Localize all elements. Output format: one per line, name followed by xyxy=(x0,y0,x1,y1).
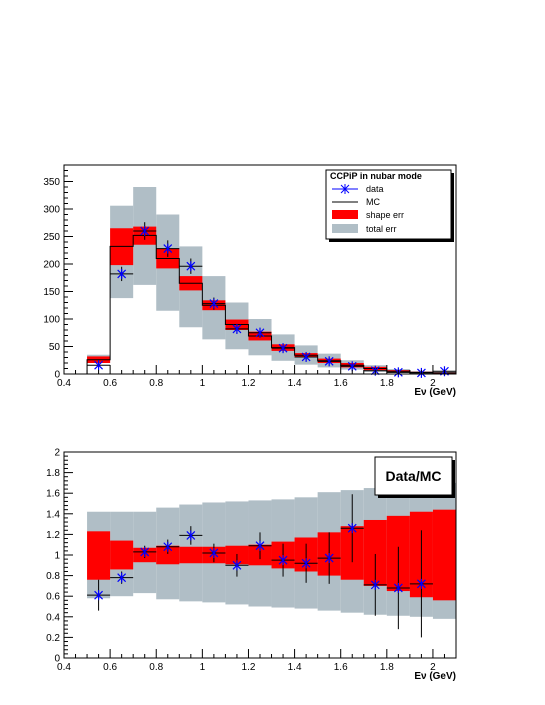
y-tick-label: 1.8 xyxy=(46,468,60,479)
y-tick-label: 0 xyxy=(54,654,60,665)
x-tick-label: 1.2 xyxy=(242,378,256,389)
data-point xyxy=(225,323,249,334)
shape-err-band-bin xyxy=(156,545,180,565)
bottom-x-axis-label: Eν (GeV) xyxy=(414,671,456,682)
shape-err-band-bin xyxy=(179,546,203,564)
y-tick-label: 100 xyxy=(43,315,60,326)
y-tick-label: 350 xyxy=(43,177,60,188)
bottom-panel: 0.4 0.6 0.8 1 1.2 1.4 1.6 1.8 2 0 0.2 0.4 0.6 0.8 1 1.… xyxy=(46,448,457,682)
data-point xyxy=(133,545,157,559)
data-point xyxy=(294,351,318,362)
top-x-ticks: 0.4 0.6 0.8 1 1.2 1.4 1.6 1.8 2 xyxy=(57,365,457,389)
y-tick-label: 200 xyxy=(43,260,60,271)
data-point xyxy=(156,240,180,257)
data-point xyxy=(271,343,295,354)
x-tick-label: 1.6 xyxy=(334,662,348,673)
data-point xyxy=(156,539,180,554)
data-point xyxy=(294,543,318,583)
y-tick-label: 0.4 xyxy=(46,612,60,623)
x-tick-label: 1.6 xyxy=(334,378,348,389)
data-point xyxy=(202,543,226,563)
legend-shape-err-label: shape err xyxy=(366,210,404,220)
y-tick-label: 300 xyxy=(43,205,60,216)
x-tick-label: 1 xyxy=(200,378,206,389)
data-point xyxy=(340,494,364,563)
top-data-points xyxy=(87,222,456,378)
x-tick-label: 0.8 xyxy=(149,378,163,389)
x-tick-label: 1.8 xyxy=(380,378,394,389)
top-y-ticks: 0 50 100 150 200 250 300 350 xyxy=(43,164,73,381)
bottom-data-points xyxy=(87,494,433,638)
data-point xyxy=(248,327,272,338)
y-tick-label: 0.2 xyxy=(46,633,60,644)
data-point xyxy=(179,258,203,274)
data-point xyxy=(110,571,134,584)
y-tick-label: 250 xyxy=(43,232,60,243)
x-tick-label: 2 xyxy=(430,662,436,673)
x-tick-label: 2 xyxy=(430,378,436,389)
data-point xyxy=(317,532,341,584)
legend-title: CCPiP in nubar mode xyxy=(330,171,422,181)
x-tick-label: 1.2 xyxy=(242,662,256,673)
bottom-x-ticks: 0.4 0.6 0.8 1 1.2 1.4 1.6 1.8 2 xyxy=(57,649,457,673)
x-tick-label: 1.4 xyxy=(288,378,302,389)
data-point xyxy=(340,361,364,372)
y-tick-label: 0 xyxy=(54,370,60,381)
legend-mc-label: MC xyxy=(366,197,380,207)
y-tick-label: 1.6 xyxy=(46,489,60,500)
legend-data-label: data xyxy=(366,184,384,194)
x-tick-label: 1.8 xyxy=(380,662,394,673)
legend-total-err-label: total err xyxy=(366,224,397,234)
top-x-axis-label: Eν (GeV) xyxy=(414,387,456,398)
data-point xyxy=(133,222,157,240)
ratio-title-frame xyxy=(374,456,453,496)
y-tick-label: 2 xyxy=(54,448,60,459)
y-tick-label: 1 xyxy=(54,551,60,562)
data-point xyxy=(363,553,387,616)
y-tick-label: 1.4 xyxy=(46,509,60,520)
bottom-y-ticks: 0 0.2 0.4 0.6 0.8 1 1.2 1.4 1.6 1.8 2 xyxy=(46,448,73,665)
legend-data-marker xyxy=(340,184,350,194)
y-tick-label: 0.6 xyxy=(46,592,60,603)
y-tick-label: 0.8 xyxy=(46,571,60,582)
top-panel: 0.4 0.6 0.8 1 1.2 1.4 1.6 1.8 2 0 50 100 150 200 250 3… xyxy=(43,164,457,398)
y-tick-label: 150 xyxy=(43,287,60,298)
data-point xyxy=(225,553,249,577)
shape-err-band-bin xyxy=(432,509,456,601)
x-tick-label: 1 xyxy=(200,662,206,673)
data-point xyxy=(386,546,410,630)
data-point xyxy=(179,526,203,545)
x-tick-label: 0.4 xyxy=(57,378,71,389)
data-point xyxy=(317,356,341,367)
shape-err-band-bin xyxy=(363,519,387,586)
data-point xyxy=(409,530,433,638)
legend: CCPiP in nubar mode data MC shape err to… xyxy=(325,169,454,242)
ratio-title-box: Data/MC xyxy=(374,456,455,498)
data-point xyxy=(87,360,111,371)
y-tick-label: 50 xyxy=(49,342,61,353)
x-tick-label: 0.6 xyxy=(103,662,117,673)
legend-total-err-swatch xyxy=(332,224,358,233)
data-point xyxy=(271,543,295,577)
shape-err-band-bin xyxy=(110,540,134,570)
data-point xyxy=(248,532,272,560)
x-tick-label: 0.8 xyxy=(149,662,163,673)
legend-shape-err-swatch xyxy=(332,210,358,219)
shape-err-band-bin xyxy=(87,531,111,580)
data-point xyxy=(87,579,111,611)
x-tick-label: 1.4 xyxy=(288,662,302,673)
x-tick-label: 0.4 xyxy=(57,662,71,673)
data-point xyxy=(202,297,226,310)
y-tick-label: 1.2 xyxy=(46,530,60,541)
ratio-title: Data/MC xyxy=(385,468,441,484)
x-tick-label: 0.6 xyxy=(103,378,117,389)
data-point xyxy=(110,266,134,282)
